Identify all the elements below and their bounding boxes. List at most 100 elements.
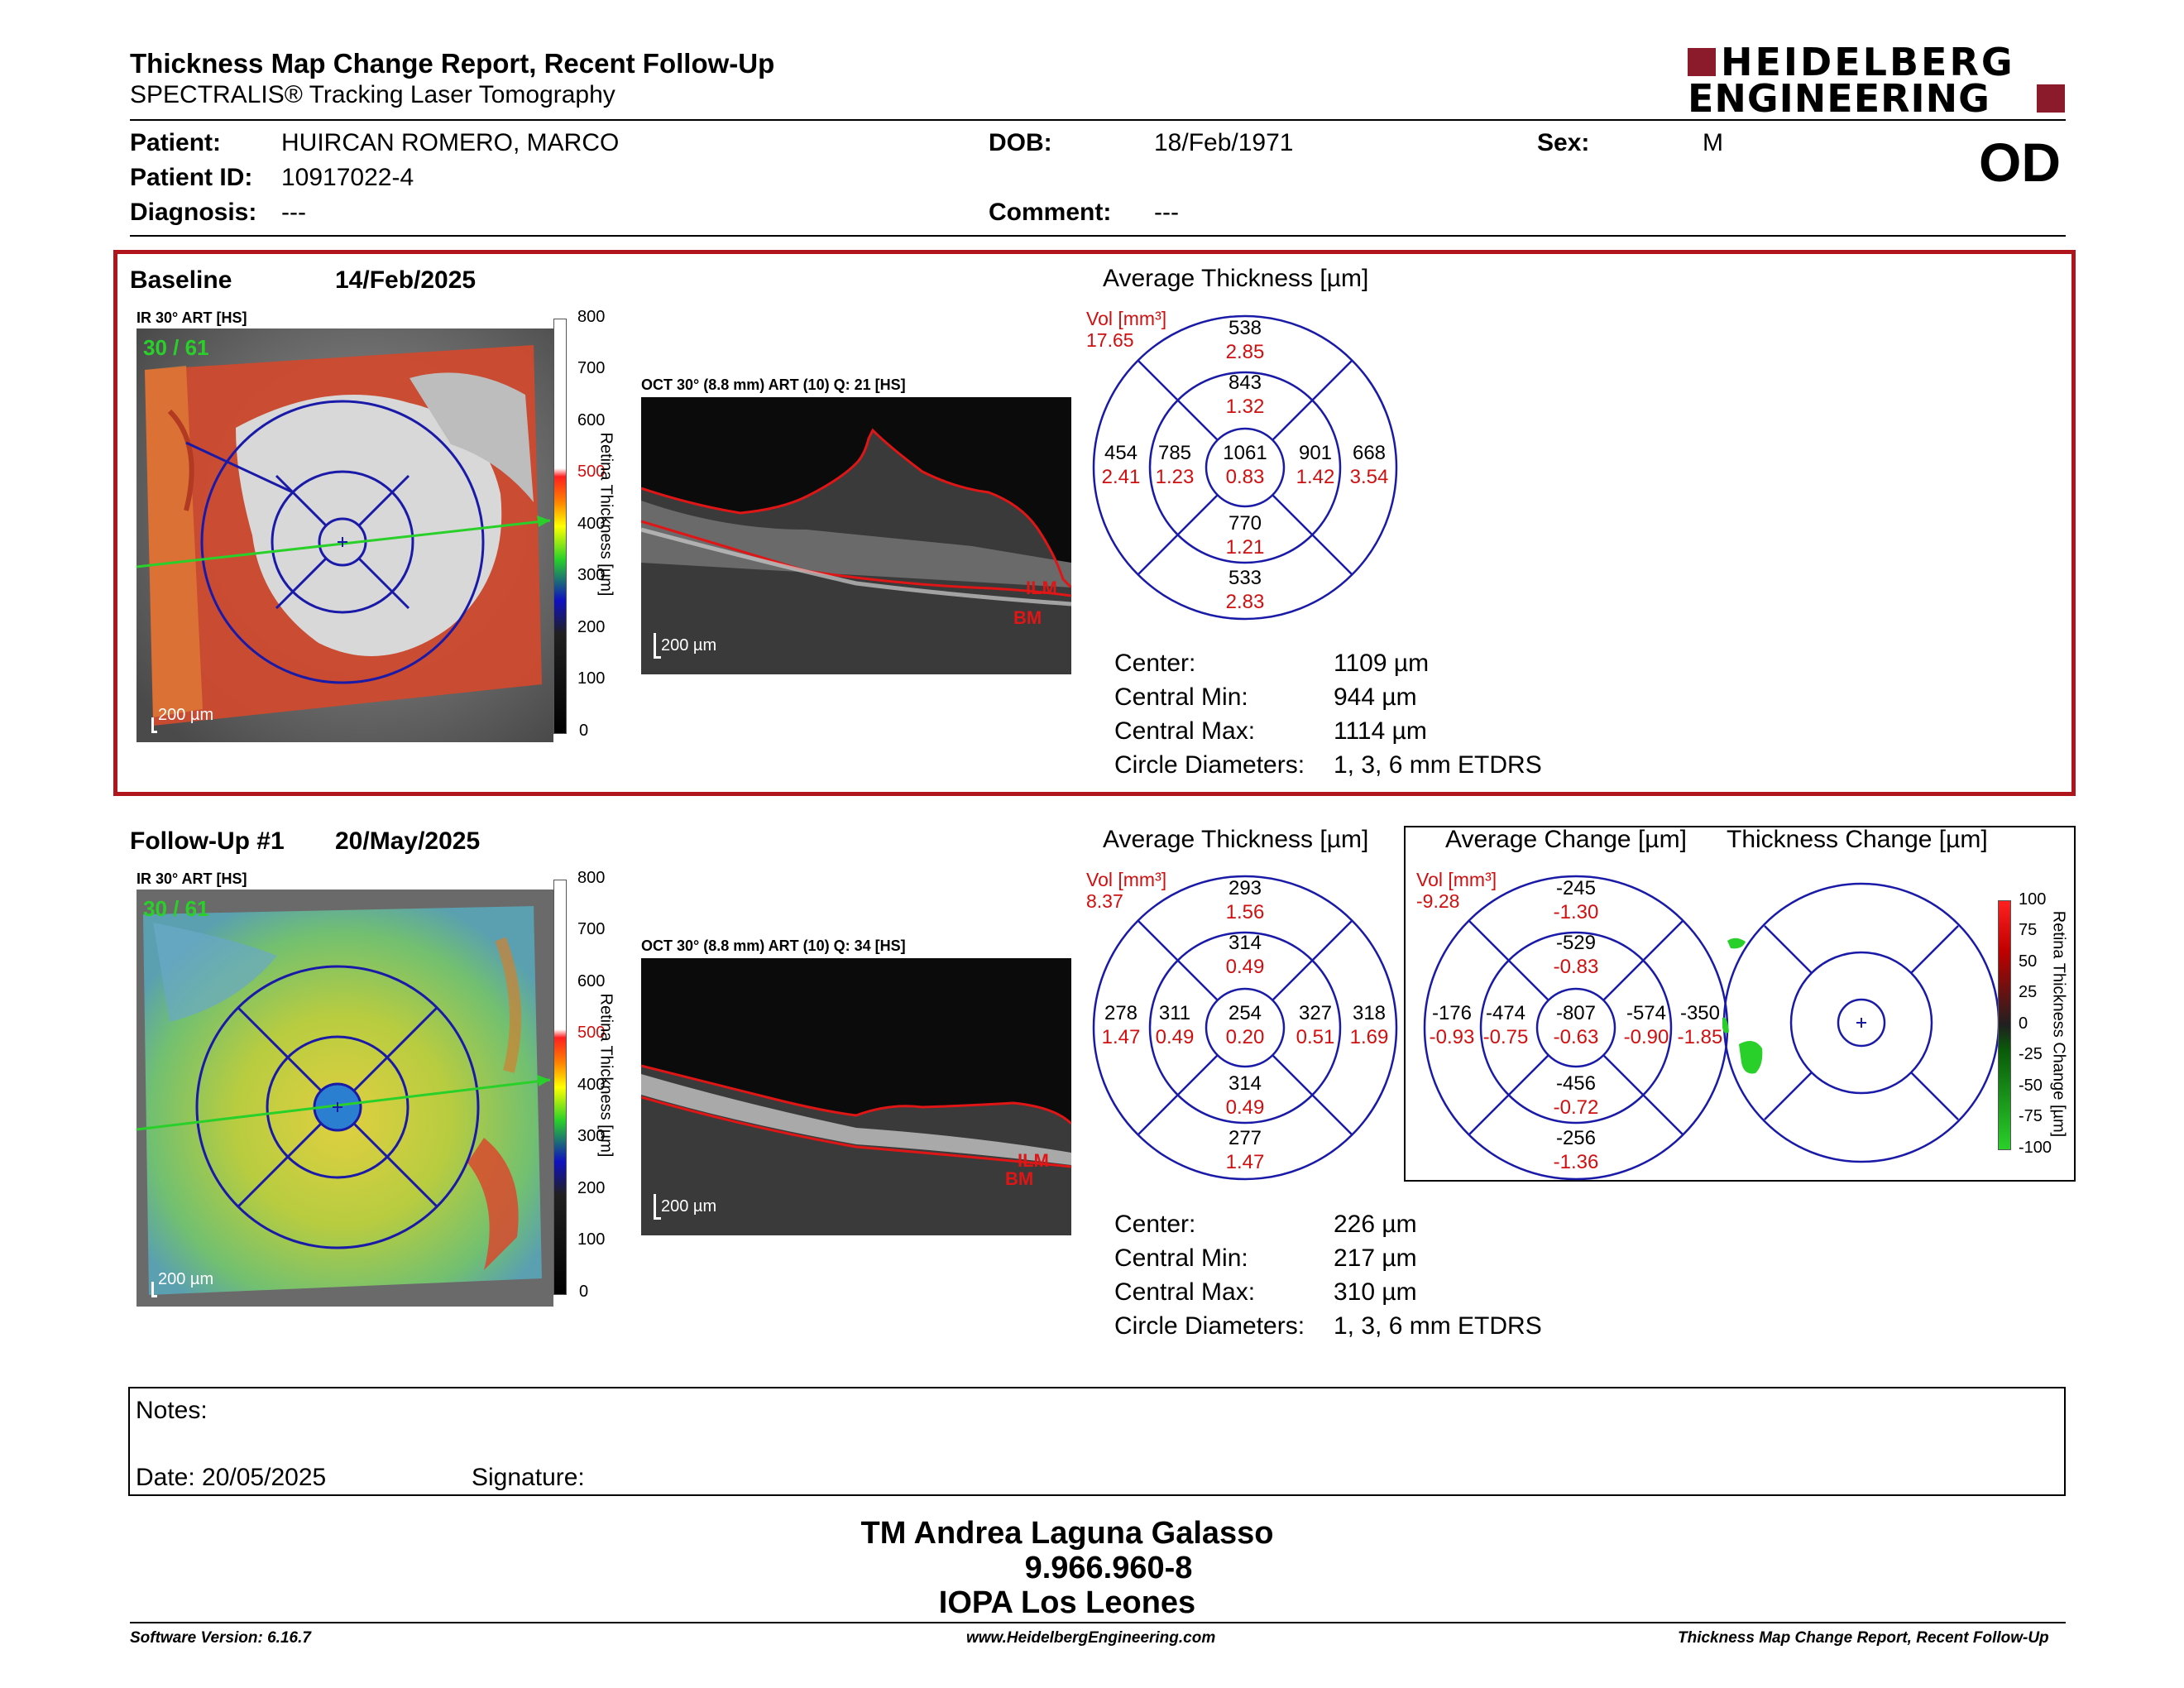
- followup-oct-ilm: ILM: [1018, 1150, 1049, 1171]
- followup-sector-thickness: 311: [1158, 1002, 1191, 1024]
- followup-sector-volume: 1.47: [1225, 1151, 1265, 1173]
- patient-label: Patient:: [130, 129, 222, 156]
- baseline-etdrs-svg: [1092, 314, 1398, 621]
- baseline-tick-300: 300: [577, 566, 606, 584]
- baseline-diam-label: Circle Diameters:: [1114, 751, 1305, 779]
- followup-sector-outer-left: 278 1.47: [1071, 1001, 1171, 1049]
- report-title: Thickness Map Change Report, Recent Foll…: [130, 48, 775, 79]
- baseline-sector-outer-bottom: 533 2.83: [1195, 566, 1295, 614]
- report-subtitle: SPECTRALIS® Tracking Laser Tomography: [130, 81, 615, 108]
- baseline-etdrs: [1088, 310, 1402, 625]
- followup-max-label: Central Max:: [1114, 1278, 1256, 1306]
- dob-label: DOB:: [989, 129, 1052, 156]
- followup-sector-volume: 0.49: [1155, 1026, 1195, 1048]
- baseline-sector-volume: 3.54: [1349, 466, 1389, 488]
- thickness-change-map: [1721, 870, 2002, 1168]
- change-sector-thickness: -350: [1679, 1002, 1721, 1024]
- change-sector-inner-bottom: -456 -0.72: [1526, 1072, 1626, 1120]
- followup-tick-0: 0: [579, 1283, 589, 1301]
- followup-sector-thickness: 254: [1228, 1002, 1262, 1024]
- baseline-color-ticks: 800 700 600 500 400 300 200 100 0: [577, 308, 611, 746]
- change-sector-volume: -0.72: [1553, 1096, 1599, 1119]
- followup-ir-counter: 30 / 61: [143, 896, 209, 921]
- followup-diam-value: 1, 3, 6 mm ETDRS: [1334, 1312, 1542, 1340]
- dob-value: 18/Feb/1971: [1154, 129, 1294, 156]
- baseline-sector-volume: 2.83: [1225, 591, 1265, 613]
- followup-ir-label: IR 30° ART [HS]: [136, 870, 247, 887]
- followup-sector-volume: 1.69: [1349, 1026, 1389, 1048]
- change-sector-outer-top: -245 -1.30: [1526, 876, 1626, 924]
- baseline-sector-volume: 1.32: [1225, 396, 1265, 418]
- baseline-oct-scale-label: 200 µm: [661, 636, 717, 655]
- header-rule: [130, 119, 2066, 121]
- change-sector-volume: -1.36: [1553, 1151, 1599, 1173]
- baseline-sector-volume: 1.21: [1225, 536, 1265, 559]
- baseline-sector-thickness: 1061: [1223, 442, 1267, 464]
- baseline-tick-800: 800: [577, 308, 606, 326]
- change-sector-volume: -1.30: [1553, 901, 1599, 923]
- change-vol-value: -9.28: [1416, 890, 1460, 912]
- baseline-tick-200: 200: [577, 618, 606, 636]
- change-tick-75: 75: [2019, 921, 2038, 939]
- change-sector-volume: -0.93: [1429, 1026, 1475, 1048]
- signer-name: TM Andrea Laguna Galasso: [860, 1516, 1274, 1551]
- thick-change-title: Thickness Change [µm]: [1727, 826, 1988, 853]
- followup-tick-400: 400: [577, 1076, 606, 1094]
- baseline-oct-scalebar: [654, 633, 661, 659]
- footer-url[interactable]: www.HeidelbergEngineering.com: [966, 1629, 1216, 1647]
- change-sector-thickness: -456: [1555, 1072, 1597, 1095]
- followup-center-label: Center:: [1114, 1211, 1196, 1238]
- change-tick-m50: -50: [2019, 1077, 2043, 1095]
- change-tick-100: 100: [2019, 890, 2047, 909]
- baseline-sector-inner-left: 785 1.23: [1125, 441, 1224, 489]
- baseline-sector-outer-top: 538 2.85: [1195, 316, 1295, 364]
- baseline-oct-svg: [641, 397, 1071, 674]
- followup-tick-600: 600: [577, 972, 606, 990]
- diagnosis-value: ---: [281, 199, 306, 226]
- change-tick-m25: -25: [2019, 1045, 2043, 1063]
- followup-sector-inner-top: 314 0.49: [1195, 931, 1295, 979]
- logo-square-bottom: [2037, 84, 2065, 113]
- change-tick-m100: -100: [2019, 1139, 2052, 1157]
- followup-min-value: 217 µm: [1334, 1244, 1417, 1272]
- baseline-sector-inner-right: 901 1.42: [1266, 441, 1365, 489]
- baseline-sector-inner-bottom: 770 1.21: [1195, 511, 1295, 559]
- footer-rule: [130, 1622, 2066, 1623]
- logo-line1: HEIDELBERG: [1721, 40, 2015, 84]
- baseline-min-value: 944 µm: [1334, 683, 1417, 711]
- notes-box[interactable]: [128, 1387, 2066, 1496]
- baseline-center-value: 1109 µm: [1334, 650, 1430, 677]
- followup-etdrs-svg: [1092, 875, 1398, 1181]
- footer-version: Software Version: 6.16.7: [130, 1629, 311, 1647]
- followup-fundus-svg: [136, 890, 553, 1307]
- change-sector-inner-top: -529 -0.83: [1526, 931, 1626, 979]
- change-sector-thickness: -807: [1555, 1002, 1597, 1024]
- change-sector-outer-left: -176 -0.93: [1402, 1001, 1502, 1049]
- baseline-oct-ilm: ILM: [1026, 578, 1057, 598]
- baseline-sector-inner-top: 843 1.32: [1195, 371, 1295, 419]
- baseline-oct-scan: ILM BM 200 µm: [641, 397, 1071, 674]
- followup-sector-volume: 0.49: [1225, 956, 1265, 978]
- change-vol-label: Vol [mm³]: [1416, 869, 1497, 890]
- change-sector-thickness: -529: [1555, 932, 1597, 954]
- baseline-sector-thickness: 901: [1298, 442, 1333, 464]
- followup-sector-inner-bottom: 314 0.49: [1195, 1072, 1295, 1120]
- change-sector-volume: -0.83: [1553, 956, 1599, 978]
- followup-sector-volume: 0.20: [1225, 1026, 1265, 1048]
- change-tick-25: 25: [2019, 983, 2038, 1001]
- patient-rule: [130, 235, 2066, 237]
- change-sector-inner-right: -574 -0.90: [1597, 1001, 1696, 1049]
- followup-sector-outer-bottom: 277 1.47: [1195, 1126, 1295, 1174]
- baseline-vol-value: 17.65: [1086, 329, 1134, 351]
- change-sector-thickness: -176: [1431, 1002, 1473, 1024]
- baseline-tick-100: 100: [577, 669, 606, 688]
- baseline-avg-title: Average Thickness [µm]: [1103, 265, 1369, 292]
- baseline-oct-bm: BM: [1013, 607, 1042, 628]
- followup-etdrs: [1088, 870, 1402, 1185]
- baseline-sector-volume: 2.41: [1101, 466, 1141, 488]
- followup-date: 20/May/2025: [335, 827, 481, 855]
- baseline-color-bar: [553, 319, 567, 734]
- followup-sector-outer-top: 293 1.56: [1195, 876, 1295, 924]
- followup-min-label: Central Min:: [1114, 1244, 1248, 1272]
- change-box: [1404, 826, 2076, 1182]
